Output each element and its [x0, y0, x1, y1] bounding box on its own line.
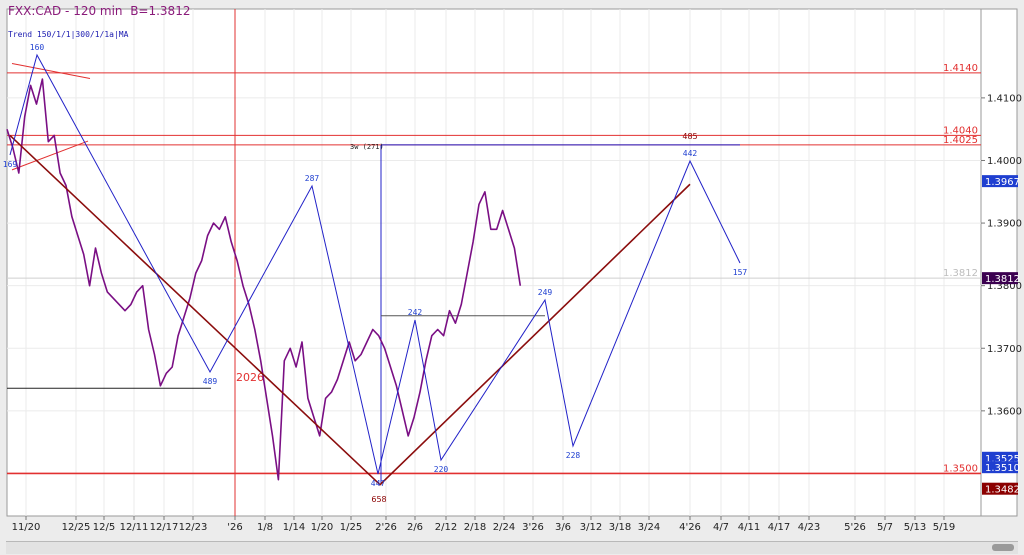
x-tick-label: 4/23	[798, 522, 820, 533]
x-tick-label: 1/14	[283, 522, 305, 533]
price-badge	[982, 272, 1018, 285]
price-badge	[982, 451, 1018, 464]
y-tick-label: 1.3900	[987, 219, 1022, 230]
wave-target-label: 485	[682, 132, 697, 141]
y-tick-label: 1.3700	[987, 344, 1022, 355]
x-tick-label: 1/25	[340, 522, 362, 533]
x-tick-label: 2/24	[493, 522, 515, 533]
wave-label: 157	[733, 268, 748, 277]
level-label: 1.4040	[943, 125, 978, 136]
trend-segment	[11, 140, 89, 171]
price-series[interactable]	[6, 78, 522, 481]
x-tick-label: 1/20	[311, 522, 333, 533]
x-tick-label: 5/7	[877, 522, 893, 533]
x-tick-label: 5/13	[904, 522, 926, 533]
trend-segment	[11, 62, 91, 79]
year-annotation: 2026	[236, 371, 264, 384]
level-label: 1.3500	[943, 463, 978, 474]
y-tick-label: 1.4000	[987, 156, 1022, 167]
level-label: 1.4140	[943, 63, 978, 74]
x-tick-label: 3'26	[522, 522, 544, 533]
x-tick-label: 3/6	[555, 522, 571, 533]
wave-label: 220	[434, 465, 449, 474]
chart-header: FXX:CAD - 120 min B=1.3812	[8, 4, 190, 18]
wave-label: 249	[538, 288, 553, 297]
indicator-label: Trend 150/1/1|300/1/1a|MA	[8, 30, 129, 39]
x-tick-label: 2/12	[435, 522, 457, 533]
price-badge	[982, 461, 1018, 474]
x-tick-label: 4/7	[713, 522, 729, 533]
symbol-label: FXX:CAD	[8, 4, 62, 18]
price-badge	[982, 175, 1018, 188]
wave-label: 169	[3, 160, 18, 169]
x-tick-label: 12/17	[150, 522, 179, 533]
price-badge-label: 1.3525	[985, 454, 1020, 465]
last-price-ref-label: 1.3812	[943, 268, 978, 279]
interval-label: 120 min	[73, 4, 123, 18]
x-tick-label: '26	[227, 522, 242, 533]
x-tick-label: 3/18	[609, 522, 631, 533]
scrollbar-thumb[interactable]	[992, 544, 1014, 551]
level-label: 1.4025	[943, 135, 978, 146]
price-badge-label: 1.3510	[985, 463, 1020, 474]
y-tick-label: 1.3600	[987, 406, 1022, 417]
x-tick-label: 5'26	[844, 522, 866, 533]
price-badge-label: 1.3482	[985, 485, 1020, 496]
wave-label: 228	[566, 451, 581, 460]
measure-label: 3w (271)	[350, 143, 384, 151]
x-tick-label: 1/8	[257, 522, 273, 533]
x-tick-label: 12/11	[120, 522, 149, 533]
x-tick-label: 2'26	[375, 522, 397, 533]
wave-label: 489	[203, 377, 218, 386]
wave-label: 287	[305, 174, 320, 183]
y-tick-label: 1.4100	[987, 93, 1022, 104]
x-tick-label: 4'26	[679, 522, 701, 533]
last-price-label: B=1.3812	[130, 4, 191, 18]
x-tick-label: 2/18	[464, 522, 486, 533]
x-tick-label: 2/6	[407, 522, 423, 533]
x-tick-label: 4/11	[738, 522, 760, 533]
x-tick-label: 4/17	[768, 522, 790, 533]
header-separator: -	[61, 4, 74, 18]
horizontal-scrollbar[interactable]	[6, 541, 1018, 554]
x-tick-label: 3/12	[580, 522, 602, 533]
wave-label: 242	[408, 308, 423, 317]
price-badge	[982, 482, 1018, 495]
x-tick-label: 12/25	[62, 522, 91, 533]
wave-label: 442	[683, 149, 698, 158]
x-tick-label: 12/5	[93, 522, 115, 533]
x-tick-label: 11/20	[12, 522, 41, 533]
wave-target-label: 658	[371, 495, 386, 504]
price-axis	[980, 8, 1018, 517]
price-badge-label: 1.3967	[985, 177, 1020, 188]
trend-line	[9, 134, 691, 486]
x-tick-label: 3/24	[638, 522, 660, 533]
x-tick-label: 12/23	[179, 522, 208, 533]
plot-area	[6, 8, 982, 517]
wave-label: 160	[30, 43, 45, 52]
y-tick-label: 1.3800	[987, 281, 1022, 292]
x-tick-label: 5/19	[933, 522, 955, 533]
price-badge-label: 1.3812	[985, 274, 1020, 285]
wave-zigzag	[9, 53, 741, 475]
wave-label: 447	[371, 479, 386, 488]
